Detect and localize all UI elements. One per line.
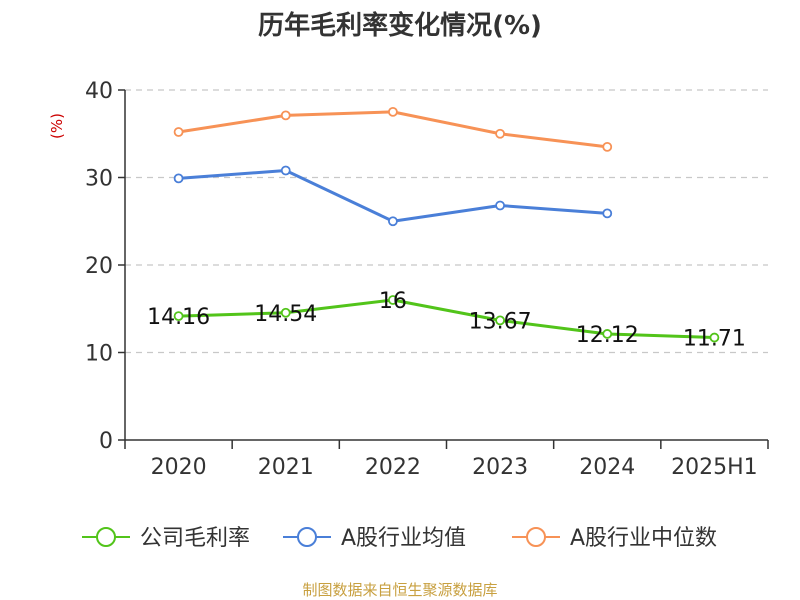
- data-labels: 14.16 14.54 16 13.67 12.12 11.71: [147, 289, 746, 352]
- legend-swatch-marker-2: [526, 527, 546, 547]
- data-label-2024: 12.12: [576, 323, 639, 348]
- data-series: [173, 106, 720, 343]
- y-tick-label-30: 30: [85, 167, 113, 192]
- series-0-point-2022: [388, 295, 398, 305]
- legend-item-1: A股行业均值: [283, 526, 466, 551]
- legend-item-0: 公司毛利率: [82, 526, 250, 551]
- series-1-point-2022: [388, 216, 398, 227]
- data-label-2021: 14.54: [254, 302, 317, 327]
- series-2-point-2023: [495, 128, 505, 139]
- series-1-point-2021: [280, 165, 291, 176]
- x-tick-label-2025H1: 2025H1: [671, 455, 758, 480]
- series-2-point-2024: [602, 141, 613, 152]
- series-1-point-2023: [495, 200, 505, 211]
- data-label-2020: 14.16: [147, 305, 210, 330]
- series-0-point-2024: [602, 329, 613, 339]
- data-label-2023: 13.67: [469, 309, 532, 334]
- data-label-2025H1: 11.71: [683, 327, 746, 352]
- legend-label-1: A股行业均值: [341, 526, 466, 551]
- source-note: 制图数据来自恒生聚源数据库: [302, 581, 497, 599]
- data-label-2022: 16: [379, 289, 407, 314]
- legend-label-0: 公司毛利率: [140, 526, 250, 551]
- y-axis-unit-label: (%): [48, 113, 66, 139]
- legend-swatch-marker-0: [96, 527, 116, 547]
- series-0-point-2021: [280, 307, 291, 318]
- series-1-point-2020: [173, 173, 184, 184]
- series-line-2: [177, 110, 609, 149]
- series-2-point-2020: [173, 127, 184, 137]
- legend: 公司毛利率 A股行业均值 A股行业中位数: [82, 526, 717, 551]
- grid-lines: [125, 89, 768, 354]
- y-tick-label-10: 10: [85, 342, 113, 367]
- y-tick-label-20: 20: [85, 254, 113, 279]
- series-0-point-2020: [173, 311, 184, 322]
- chart-title: 历年毛利率变化情况(%): [258, 10, 542, 41]
- x-tick-label-2020: 2020: [151, 455, 207, 480]
- legend-label-2: A股行业中位数: [570, 526, 717, 551]
- series-0-point-2025H1: [709, 332, 720, 343]
- legend-item-2: A股行业中位数: [512, 526, 717, 551]
- y-tick-label-40: 40: [85, 79, 113, 104]
- x-tick-label-2023: 2023: [472, 455, 528, 480]
- series-0-point-2023: [495, 315, 505, 326]
- series-2-point-2021: [280, 110, 291, 121]
- axes: 0 10 20 30 40 2020 2021 2022 2023 2024 2025H1: [85, 79, 769, 480]
- x-tick-label-2022: 2022: [365, 455, 421, 480]
- x-tick-label-2024: 2024: [579, 455, 635, 480]
- series-line-1: [177, 169, 609, 223]
- series-2-point-2022: [388, 106, 398, 117]
- x-tick-label-2021: 2021: [258, 455, 314, 480]
- legend-swatch-marker-1: [297, 527, 317, 547]
- series-line-0: [177, 298, 716, 340]
- y-tick-label-0: 0: [99, 429, 113, 454]
- series-1-point-2024: [602, 208, 613, 219]
